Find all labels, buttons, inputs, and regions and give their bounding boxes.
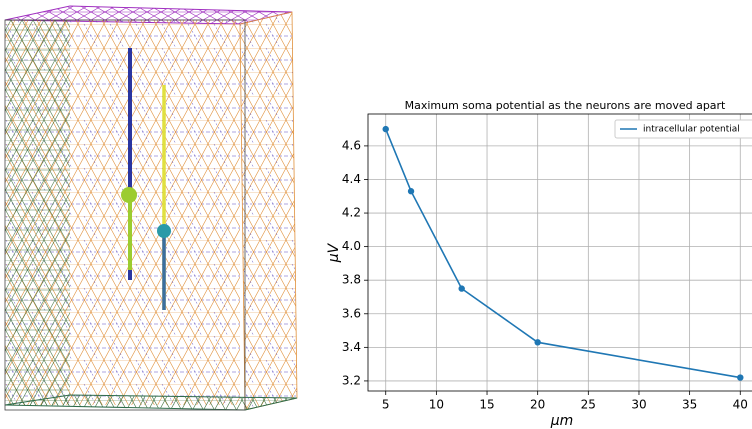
y-tick-label: 3.8 [342,273,361,287]
x-tick-label: 20 [530,398,545,412]
mesh-illustration [4,5,298,411]
y-tick-label: 4.0 [342,239,361,253]
x-axis-label: μm [550,413,574,429]
chart-title: Maximum soma potential as the neurons ar… [405,99,726,112]
point [407,188,415,195]
x-tick-label: 35 [682,398,697,412]
x-tick-label: 40 [733,398,748,412]
point [534,339,541,346]
point [458,285,465,292]
y-tick-label: 3.2 [342,373,361,387]
chart: Maximum soma potential as the neurons ar… [326,99,752,429]
y-tick-label: 3.6 [342,306,361,320]
x-tick-label: 30 [631,398,646,412]
point [737,374,744,381]
line [384,128,741,379]
x-tick-label: 25 [581,398,596,412]
y-tick-label: 4.4 [342,172,361,186]
x-tick-label: 5 [382,398,390,412]
point [382,125,389,133]
y-tick-label: 4.2 [342,206,361,220]
legend-box [614,119,752,139]
y-tick-label: 3.4 [342,340,361,354]
y-axis-label: μV [326,242,342,263]
x-tick-label: 10 [429,398,444,412]
x-tick-label: 15 [479,398,494,412]
legend-label: intracellular potential [643,125,740,135]
y-tick-label: 4.6 [342,138,361,152]
plot-frame [367,113,752,392]
